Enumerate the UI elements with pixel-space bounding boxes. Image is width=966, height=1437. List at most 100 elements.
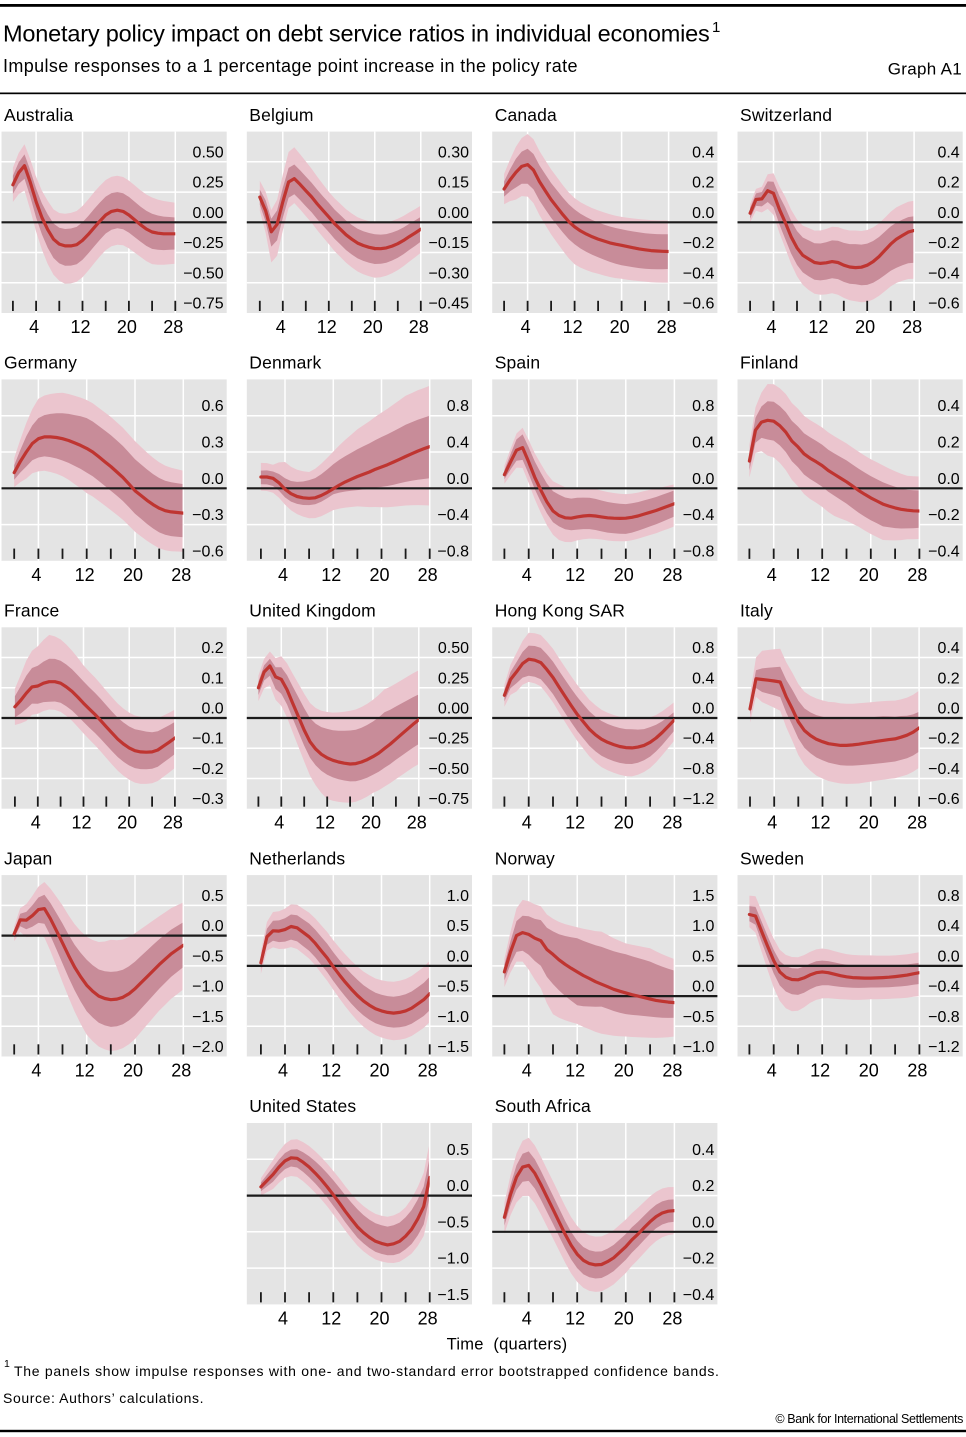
svg-text:28: 28 [662,1061,682,1081]
svg-text:0.4: 0.4 [937,144,959,161]
svg-text:28: 28 [657,317,677,337]
svg-text:28: 28 [662,565,682,585]
svg-text:0.00: 0.00 [438,205,469,222]
svg-text:0.2: 0.2 [937,175,959,192]
svg-text:4: 4 [522,1061,532,1081]
svg-text:−0.15: −0.15 [429,235,470,252]
svg-text:28: 28 [163,813,183,833]
svg-text:0.0: 0.0 [201,918,223,935]
svg-text:12: 12 [563,317,583,337]
svg-text:0.8: 0.8 [692,640,714,657]
svg-text:20: 20 [855,317,875,337]
svg-text:−0.6: −0.6 [192,543,224,560]
svg-text:0.0: 0.0 [447,471,469,488]
svg-text:4: 4 [522,565,532,585]
svg-text:1: 1 [4,1358,10,1370]
svg-text:12: 12 [70,317,90,337]
svg-text:4: 4 [767,813,777,833]
svg-text:−0.3: −0.3 [192,791,224,808]
svg-text:12: 12 [565,1308,585,1328]
svg-text:4: 4 [522,1308,532,1328]
svg-text:−1.0: −1.0 [192,979,224,996]
svg-text:4: 4 [767,1061,777,1081]
svg-text:0.5: 0.5 [447,1142,469,1159]
svg-text:0.50: 0.50 [193,144,224,161]
svg-text:0.3: 0.3 [201,435,223,452]
svg-text:28: 28 [662,1308,682,1328]
svg-text:−0.6: −0.6 [928,296,960,313]
svg-text:4: 4 [278,1061,288,1081]
svg-text:0.0: 0.0 [692,471,714,488]
svg-text:1.5: 1.5 [692,888,714,905]
svg-text:0.2: 0.2 [937,670,959,687]
svg-text:12: 12 [810,813,830,833]
svg-text:−0.50: −0.50 [183,265,224,282]
svg-text:12: 12 [810,565,830,585]
svg-text:−0.6: −0.6 [928,791,960,808]
svg-text:−2.0: −2.0 [192,1039,224,1056]
svg-text:0.1: 0.1 [201,670,223,687]
svg-text:−1.2: −1.2 [683,791,715,808]
svg-text:4: 4 [29,317,39,337]
svg-text:0.6: 0.6 [201,398,223,415]
svg-text:−0.4: −0.4 [928,543,960,560]
svg-text:28: 28 [907,565,927,585]
svg-text:Sweden: Sweden [740,848,804,868]
svg-text:Canada: Canada [495,105,557,125]
svg-text:0.0: 0.0 [937,205,959,222]
svg-text:0.0: 0.0 [937,471,959,488]
svg-text:4: 4 [278,565,288,585]
svg-text:−1.5: −1.5 [437,1039,469,1056]
svg-text:20: 20 [369,1061,389,1081]
svg-text:−0.2: −0.2 [928,507,960,524]
svg-text:20: 20 [614,1061,634,1081]
svg-text:0.5: 0.5 [201,888,223,905]
svg-text:20: 20 [859,565,879,585]
svg-text:28: 28 [171,1061,191,1081]
svg-text:4: 4 [521,317,531,337]
svg-text:0.15: 0.15 [438,175,469,192]
svg-text:−0.8: −0.8 [437,543,469,560]
svg-text:0.2: 0.2 [692,175,714,192]
svg-text:0.0: 0.0 [692,205,714,222]
svg-text:0.8: 0.8 [447,398,469,415]
svg-text:−1.0: −1.0 [437,1251,469,1268]
svg-text:12: 12 [75,565,95,585]
svg-text:−0.3: −0.3 [192,507,224,524]
svg-text:12: 12 [565,813,585,833]
svg-text:0.0: 0.0 [447,948,469,965]
svg-text:−0.1: −0.1 [192,731,224,748]
svg-text:4: 4 [766,317,776,337]
svg-text:28: 28 [902,317,922,337]
svg-text:United Kingdom: United Kingdom [249,601,376,621]
svg-text:12: 12 [75,1061,95,1081]
svg-text:−0.5: −0.5 [683,1009,715,1026]
svg-text:4: 4 [278,1308,288,1328]
svg-text:12: 12 [315,813,335,833]
svg-text:0.00: 0.00 [438,701,469,718]
svg-text:Germany: Germany [4,353,77,373]
svg-text:1.0: 1.0 [447,888,469,905]
svg-text:−1.0: −1.0 [683,1039,715,1056]
svg-text:0.0: 0.0 [447,1178,469,1195]
svg-text:−0.4: −0.4 [437,507,469,524]
svg-text:28: 28 [418,565,438,585]
svg-text:20: 20 [614,813,634,833]
svg-text:0.8: 0.8 [692,398,714,415]
svg-text:28: 28 [418,1308,438,1328]
svg-text:−0.45: −0.45 [429,296,470,313]
svg-text:−0.2: −0.2 [683,235,715,252]
svg-text:20: 20 [859,1061,879,1081]
svg-text:20: 20 [123,1061,143,1081]
svg-text:20: 20 [361,813,381,833]
svg-text:Monetary policy impact on debt: Monetary policy impact on debt service r… [3,21,710,47]
svg-text:Norway: Norway [495,848,555,868]
svg-text:0.0: 0.0 [692,1214,714,1231]
svg-text:0.4: 0.4 [692,1142,714,1159]
svg-text:United States: United States [249,1096,356,1116]
svg-text:20: 20 [610,317,630,337]
svg-text:20: 20 [123,565,143,585]
svg-text:20: 20 [369,565,389,585]
svg-text:−0.2: −0.2 [928,731,960,748]
svg-text:Hong Kong SAR: Hong Kong SAR [495,601,625,621]
